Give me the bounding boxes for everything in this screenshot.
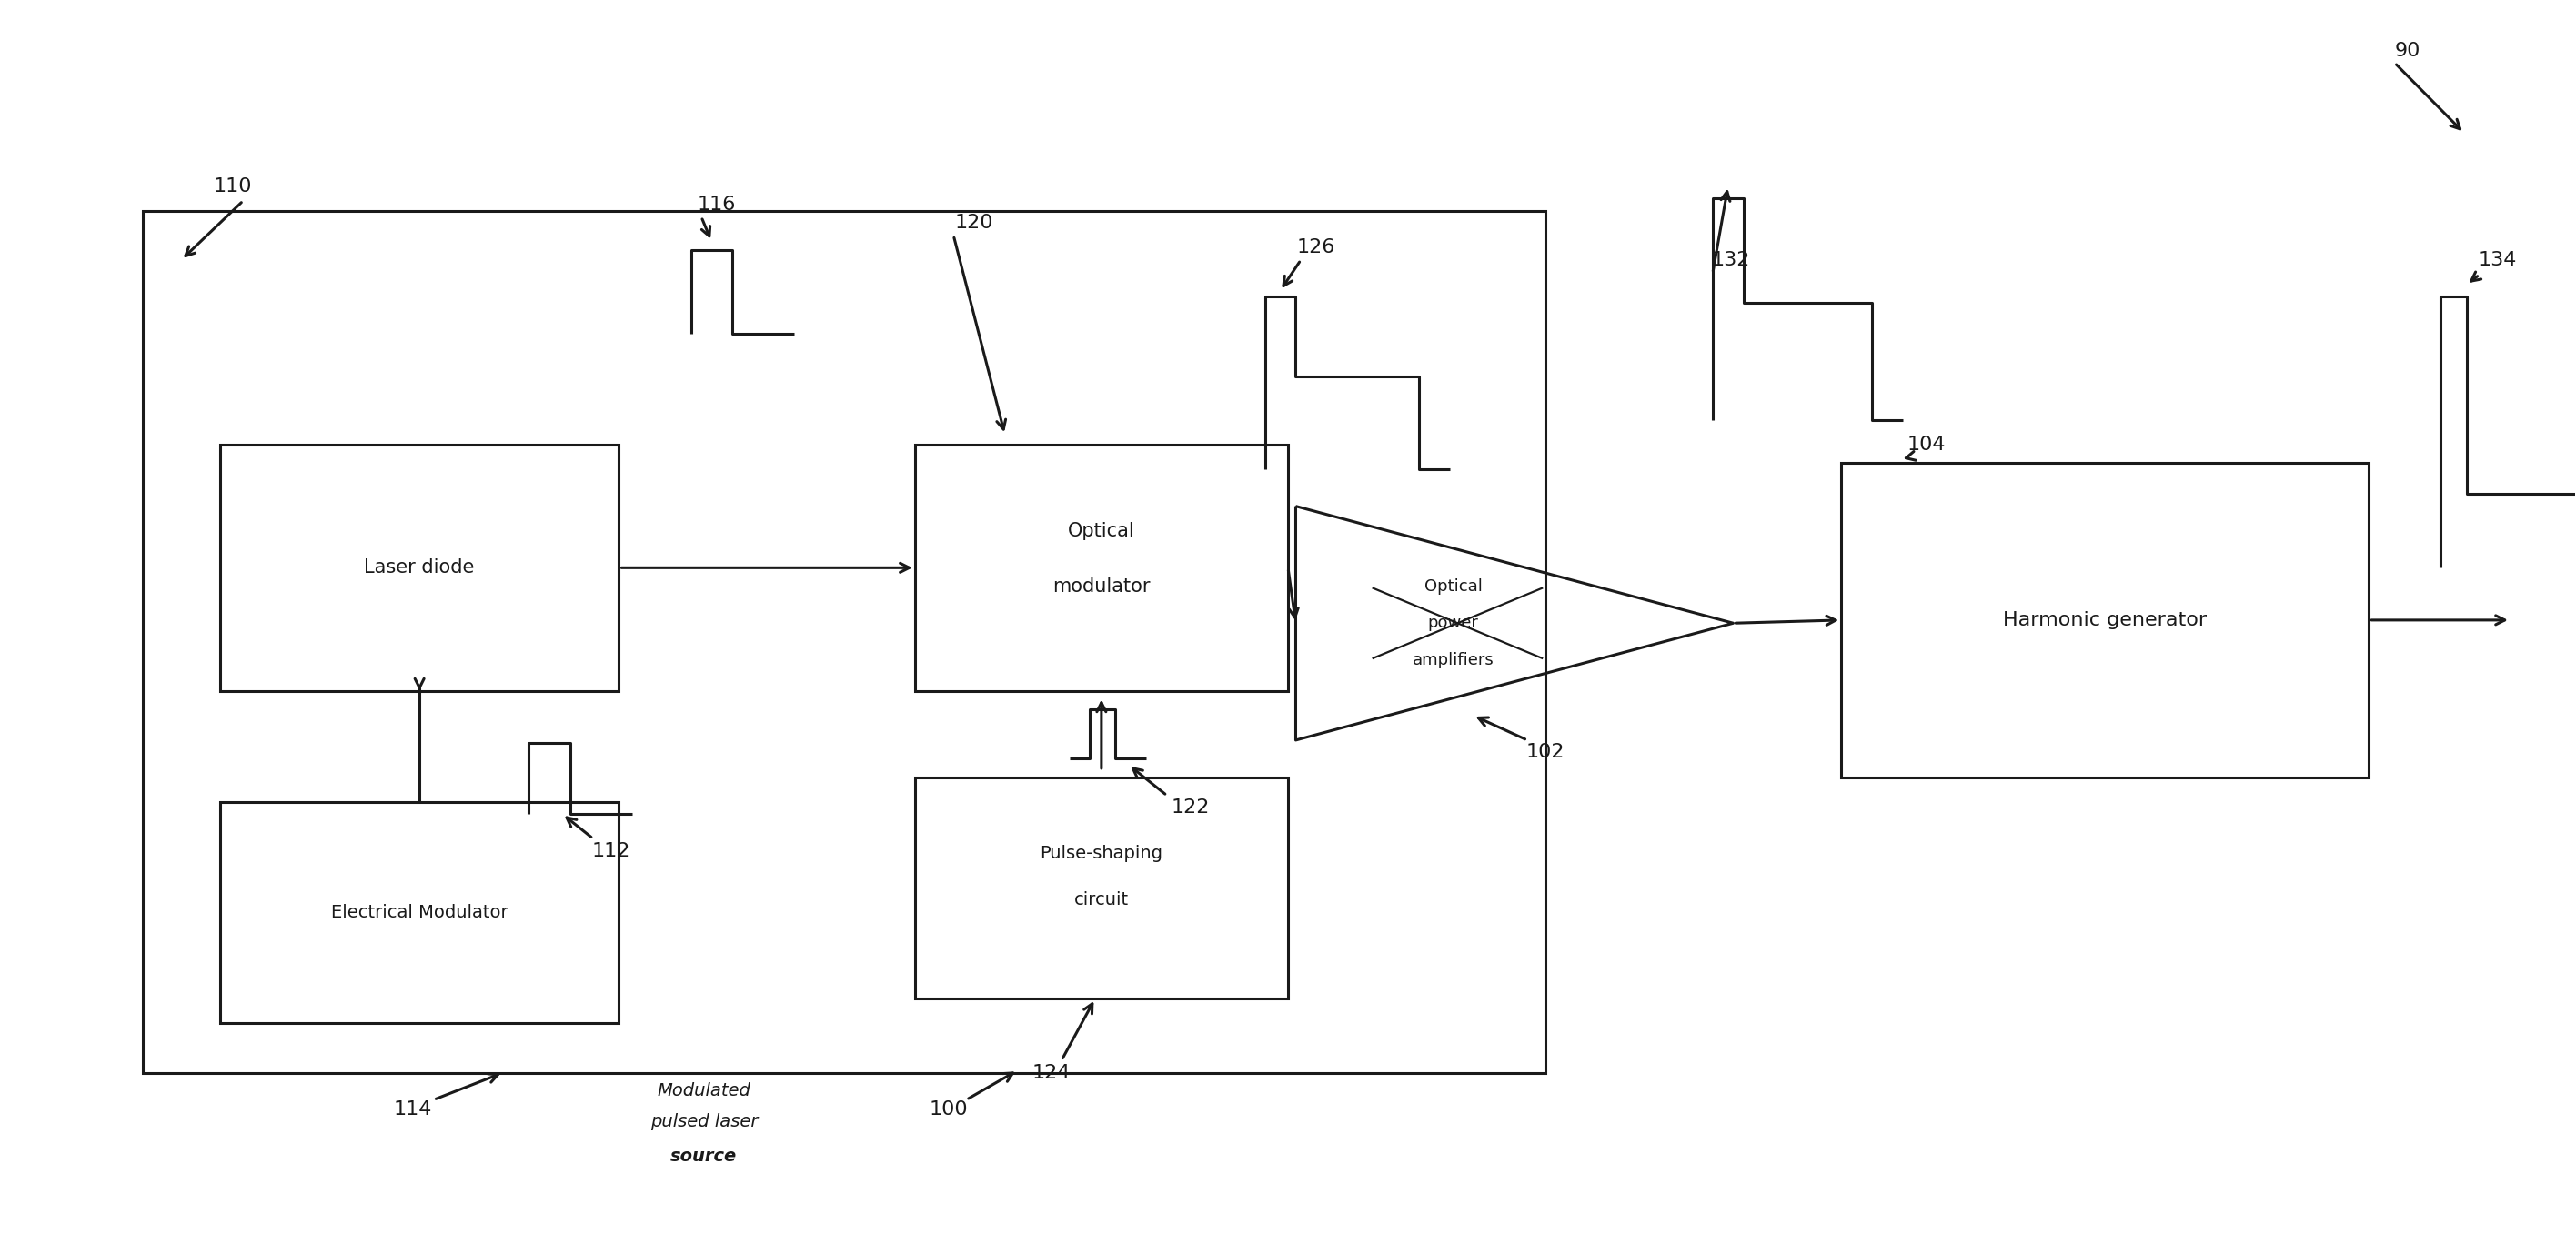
Text: modulator: modulator xyxy=(1054,578,1151,595)
Bar xyxy=(219,444,618,691)
Text: Laser diode: Laser diode xyxy=(363,559,474,576)
Text: pulsed laser: pulsed laser xyxy=(649,1113,757,1130)
Text: 100: 100 xyxy=(930,1101,969,1119)
Text: Harmonic generator: Harmonic generator xyxy=(2004,611,2208,629)
Bar xyxy=(914,444,1288,691)
Text: Optical: Optical xyxy=(1069,522,1136,540)
Bar xyxy=(142,211,1546,1072)
Text: 102: 102 xyxy=(1525,743,1564,761)
Text: Modulated: Modulated xyxy=(657,1082,750,1099)
Text: source: source xyxy=(670,1148,737,1165)
Text: 110: 110 xyxy=(214,176,252,195)
Text: Electrical Modulator: Electrical Modulator xyxy=(330,905,507,922)
Text: Pulse-shaping: Pulse-shaping xyxy=(1041,845,1162,863)
Bar xyxy=(914,777,1288,998)
Text: 126: 126 xyxy=(1298,238,1334,257)
Bar xyxy=(219,802,618,1023)
Text: 124: 124 xyxy=(1033,1064,1072,1082)
Text: 104: 104 xyxy=(1906,436,1945,454)
Text: 116: 116 xyxy=(698,195,737,213)
Text: 112: 112 xyxy=(592,842,631,860)
Text: 120: 120 xyxy=(956,213,994,232)
Text: Optical: Optical xyxy=(1425,578,1481,595)
Text: 134: 134 xyxy=(2478,251,2517,269)
Text: amplifiers: amplifiers xyxy=(1412,652,1494,669)
Text: 90: 90 xyxy=(2396,42,2421,59)
Text: 132: 132 xyxy=(1710,251,1749,269)
Bar xyxy=(1842,463,2370,777)
Text: 122: 122 xyxy=(1172,798,1211,817)
Text: 114: 114 xyxy=(394,1101,433,1119)
Text: power: power xyxy=(1427,615,1479,632)
Text: circuit: circuit xyxy=(1074,892,1128,909)
